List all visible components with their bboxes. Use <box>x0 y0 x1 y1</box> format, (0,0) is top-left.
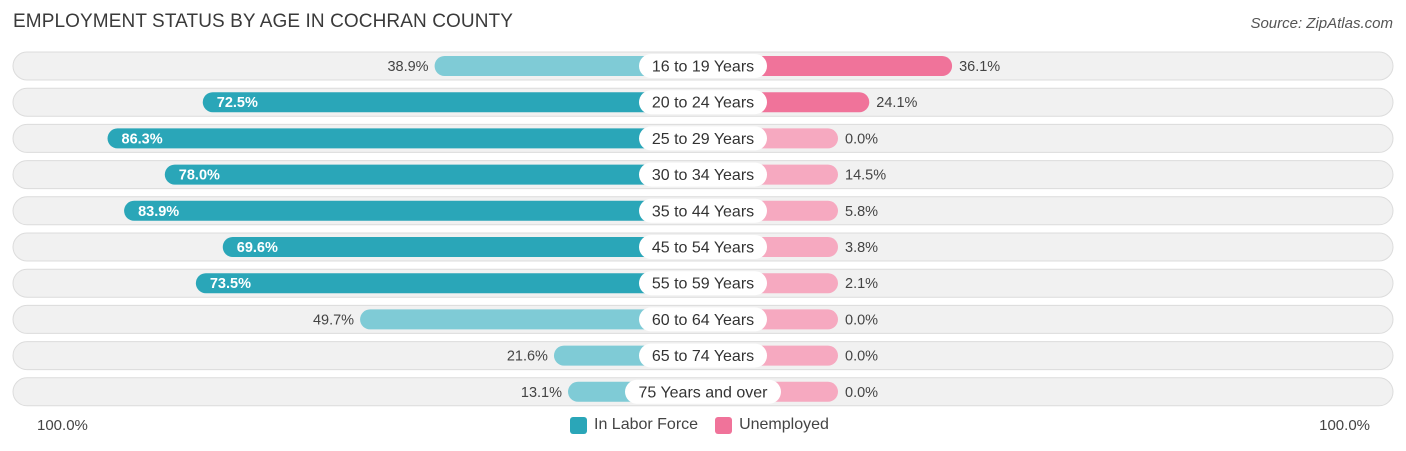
category-label: 20 to 24 Years <box>652 95 754 112</box>
category-pill <box>639 162 767 187</box>
unemployed-value-label: 14.5% <box>845 168 886 184</box>
unemployed-value-label: 0.0% <box>845 131 878 147</box>
labor-value-label: 73.5% <box>210 276 251 292</box>
legend-item-labor: In Labor Force <box>570 416 698 434</box>
unemployed-value-label: 0.0% <box>845 312 878 328</box>
legend-swatch-unemployed <box>715 416 733 434</box>
category-pill <box>639 54 767 78</box>
legend-swatch-labor <box>570 416 587 434</box>
legend: In Labor Force Unemployed <box>570 416 846 434</box>
unemployed-value-label: 0.0% <box>845 385 878 401</box>
axis-left-label: 100.0% <box>37 417 88 434</box>
labor-value-label: 69.6% <box>237 240 278 256</box>
labor-bar <box>107 128 703 149</box>
labor-bar <box>124 200 704 221</box>
category-pill <box>639 198 767 223</box>
category-label: 65 to 74 Years <box>652 348 754 365</box>
legend-item-unemployed: Unemployed <box>715 416 829 434</box>
category-label: 25 to 29 Years <box>652 131 754 148</box>
category-label: 30 to 34 Years <box>652 167 754 184</box>
labor-value-label: 83.9% <box>138 204 179 220</box>
category-pill <box>639 235 767 259</box>
labor-value-label: 86.3% <box>122 131 163 147</box>
category-pill <box>639 126 767 151</box>
labor-bar <box>434 56 703 76</box>
category-label: 35 to 44 Years <box>652 203 754 220</box>
unemployed-value-label: 36.1% <box>959 59 1000 75</box>
labor-value-label: 49.7% <box>313 312 354 328</box>
category-pill <box>639 343 767 368</box>
labor-bar <box>195 273 703 294</box>
category-label: 55 to 59 Years <box>652 276 754 293</box>
labor-bar <box>360 309 703 330</box>
unemployed-value-label: 24.1% <box>876 95 917 111</box>
unemployed-value-label: 5.8% <box>845 204 878 220</box>
unemployed-value-label: 2.1% <box>845 276 878 292</box>
source-label: Source: ZipAtlas.com <box>1250 15 1393 32</box>
labor-value-label: 13.1% <box>521 385 562 401</box>
category-pill <box>639 307 767 332</box>
legend-label-unemployed: Unemployed <box>739 416 829 433</box>
legend-label-labor: In Labor Force <box>594 416 699 433</box>
labor-value-label: 21.6% <box>507 349 548 365</box>
category-pill <box>625 379 781 404</box>
category-label: 16 to 19 Years <box>652 59 754 76</box>
category-label: 60 to 64 Years <box>652 312 754 329</box>
unemployed-value-label: 0.0% <box>845 349 878 365</box>
labor-value-label: 78.0% <box>179 168 220 184</box>
labor-bar <box>222 237 703 257</box>
category-label: 75 Years and over <box>639 384 769 401</box>
labor-bar <box>164 164 704 185</box>
axis-right-label: 100.0% <box>1319 417 1370 434</box>
labor-value-label: 38.9% <box>387 59 428 75</box>
category-pill <box>639 90 767 115</box>
chart-title: EMPLOYMENT STATUS BY AGE IN COCHRAN COUN… <box>13 11 514 32</box>
labor-bar <box>202 92 703 113</box>
labor-value-label: 72.5% <box>217 95 258 111</box>
category-label: 45 to 54 Years <box>652 240 754 257</box>
category-pill <box>639 271 767 296</box>
unemployed-value-label: 3.8% <box>845 240 878 256</box>
